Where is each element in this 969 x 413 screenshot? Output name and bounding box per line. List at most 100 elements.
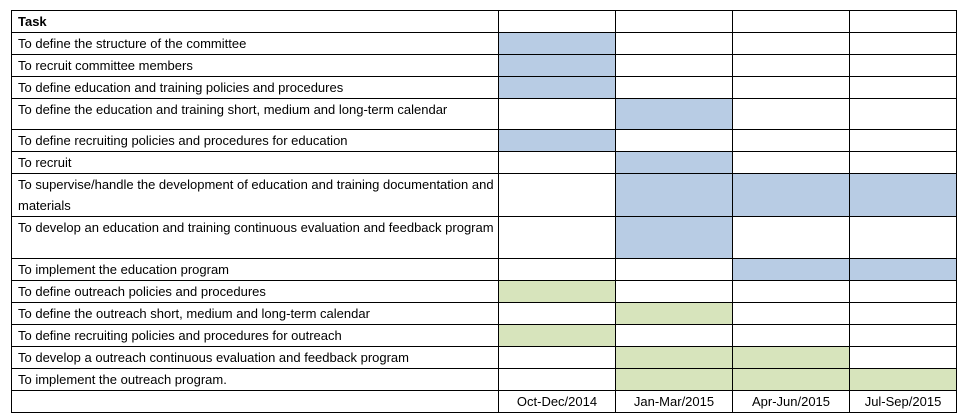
timeline-cell-1 [498,173,616,217]
task-label: To define outreach policies and procedur… [18,284,266,299]
task-cell: To define outreach policies and procedur… [11,280,499,303]
timeline-cell-3 [732,32,850,55]
task-row: To develop an education and training con… [11,216,957,259]
timeline-cell-4 [849,216,957,259]
gantt-table: Task To define the structure of the comm… [11,10,957,413]
task-row: To recruit [11,151,957,174]
task-row: To define the education and training sho… [11,98,957,130]
task-row: To supervise/handle the development of e… [11,173,957,217]
task-label: To recruit [18,155,72,170]
timeline-cell-4 [849,76,957,99]
task-column-header: Task [11,10,499,33]
timeline-cell-3 [732,98,850,130]
task-label: To define education and training policie… [18,80,344,95]
timeline-cell-1 [498,346,616,369]
task-row: To develop a outreach continuous evaluat… [11,346,957,369]
timeline-cell-4 [849,324,957,347]
task-cell: To develop an education and training con… [11,216,499,259]
task-row: To define the outreach short, medium and… [11,302,957,325]
timeline-cell-1 [498,368,616,391]
header-row: Task [11,10,957,33]
task-cell: To supervise/handle the development of e… [11,173,499,217]
timeline-cell-3 [732,54,850,77]
task-label: To develop a outreach continuous evaluat… [18,350,409,365]
timeline-cell-2 [615,368,733,391]
timeline-cell-4 [849,368,957,391]
task-label: To implement the outreach program. [18,372,227,387]
timeline-cell-1 [498,54,616,77]
task-label: To recruit committee members [18,58,193,73]
timeline-cell-2 [615,129,733,152]
task-row: To define outreach policies and procedur… [11,280,957,303]
task-row: To define education and training policie… [11,76,957,99]
timeline-cell-4 [849,173,957,217]
timeline-cell-4 [849,54,957,77]
timeline-cell-2 [615,98,733,130]
timeline-cell-4 [849,129,957,152]
gantt-body: Task To define the structure of the comm… [11,10,957,413]
timeline-cell-1 [498,258,616,281]
period-label-1: Oct-Dec/2014 [498,390,616,413]
task-row: To define the structure of the committee [11,32,957,55]
timeline-cell-3 [732,151,850,174]
timeline-cell-1 [498,98,616,130]
timeline-cell-4 [849,151,957,174]
header-cell-1 [498,10,616,33]
timeline-cell-2 [615,151,733,174]
task-label: To define the outreach short, medium and… [18,306,370,321]
timeline-cell-3 [732,280,850,303]
timeline-cell-3 [732,216,850,259]
task-label: To implement the education program [18,262,230,277]
timeline-cell-1 [498,216,616,259]
timeline-cell-3 [732,346,850,369]
task-cell: To define the outreach short, medium and… [11,302,499,325]
timeline-cell-4 [849,346,957,369]
period-row-blank [11,390,499,413]
period-row: Oct-Dec/2014 Jan-Mar/2015 Apr-Jun/2015 Jul-… [11,390,957,413]
task-cell: To define recruiting policies and proced… [11,129,499,152]
task-cell: To define the structure of the committee [11,32,499,55]
task-label: To define the education and training sho… [18,102,448,117]
task-cell: To recruit [11,151,499,174]
task-label: To develop an education and training con… [18,220,494,235]
task-row: To implement the outreach program. [11,368,957,391]
timeline-cell-2 [615,346,733,369]
timeline-cell-1 [498,76,616,99]
task-cell: To recruit committee members [11,54,499,77]
task-cell: To define education and training policie… [11,76,499,99]
timeline-cell-1 [498,302,616,325]
timeline-cell-2 [615,32,733,55]
timeline-cell-2 [615,258,733,281]
timeline-cell-1 [498,32,616,55]
timeline-cell-3 [732,173,850,217]
header-cell-2 [615,10,733,33]
timeline-cell-1 [498,151,616,174]
timeline-cell-2 [615,54,733,77]
period-label-4: Jul-Sep/2015 [849,390,957,413]
timeline-cell-1 [498,324,616,347]
timeline-cell-3 [732,258,850,281]
timeline-cell-4 [849,302,957,325]
header-cell-3 [732,10,850,33]
timeline-cell-4 [849,280,957,303]
timeline-cell-1 [498,129,616,152]
timeline-cell-3 [732,302,850,325]
task-row: To recruit committee members [11,54,957,77]
task-label: To define the structure of the committee [18,36,247,51]
task-label: To define recruiting policies and proced… [18,328,342,343]
task-row: To define recruiting policies and proced… [11,129,957,152]
timeline-cell-4 [849,32,957,55]
timeline-cell-2 [615,76,733,99]
timeline-cell-3 [732,129,850,152]
timeline-cell-3 [732,76,850,99]
timeline-cell-2 [615,280,733,303]
timeline-cell-2 [615,173,733,217]
task-cell: To implement the outreach program. [11,368,499,391]
task-cell: To define the education and training sho… [11,98,499,130]
timeline-cell-4 [849,98,957,130]
timeline-cell-3 [732,324,850,347]
header-cell-4 [849,10,957,33]
task-row: To define recruiting policies and proced… [11,324,957,347]
task-row: To implement the education program [11,258,957,281]
timeline-cell-4 [849,258,957,281]
